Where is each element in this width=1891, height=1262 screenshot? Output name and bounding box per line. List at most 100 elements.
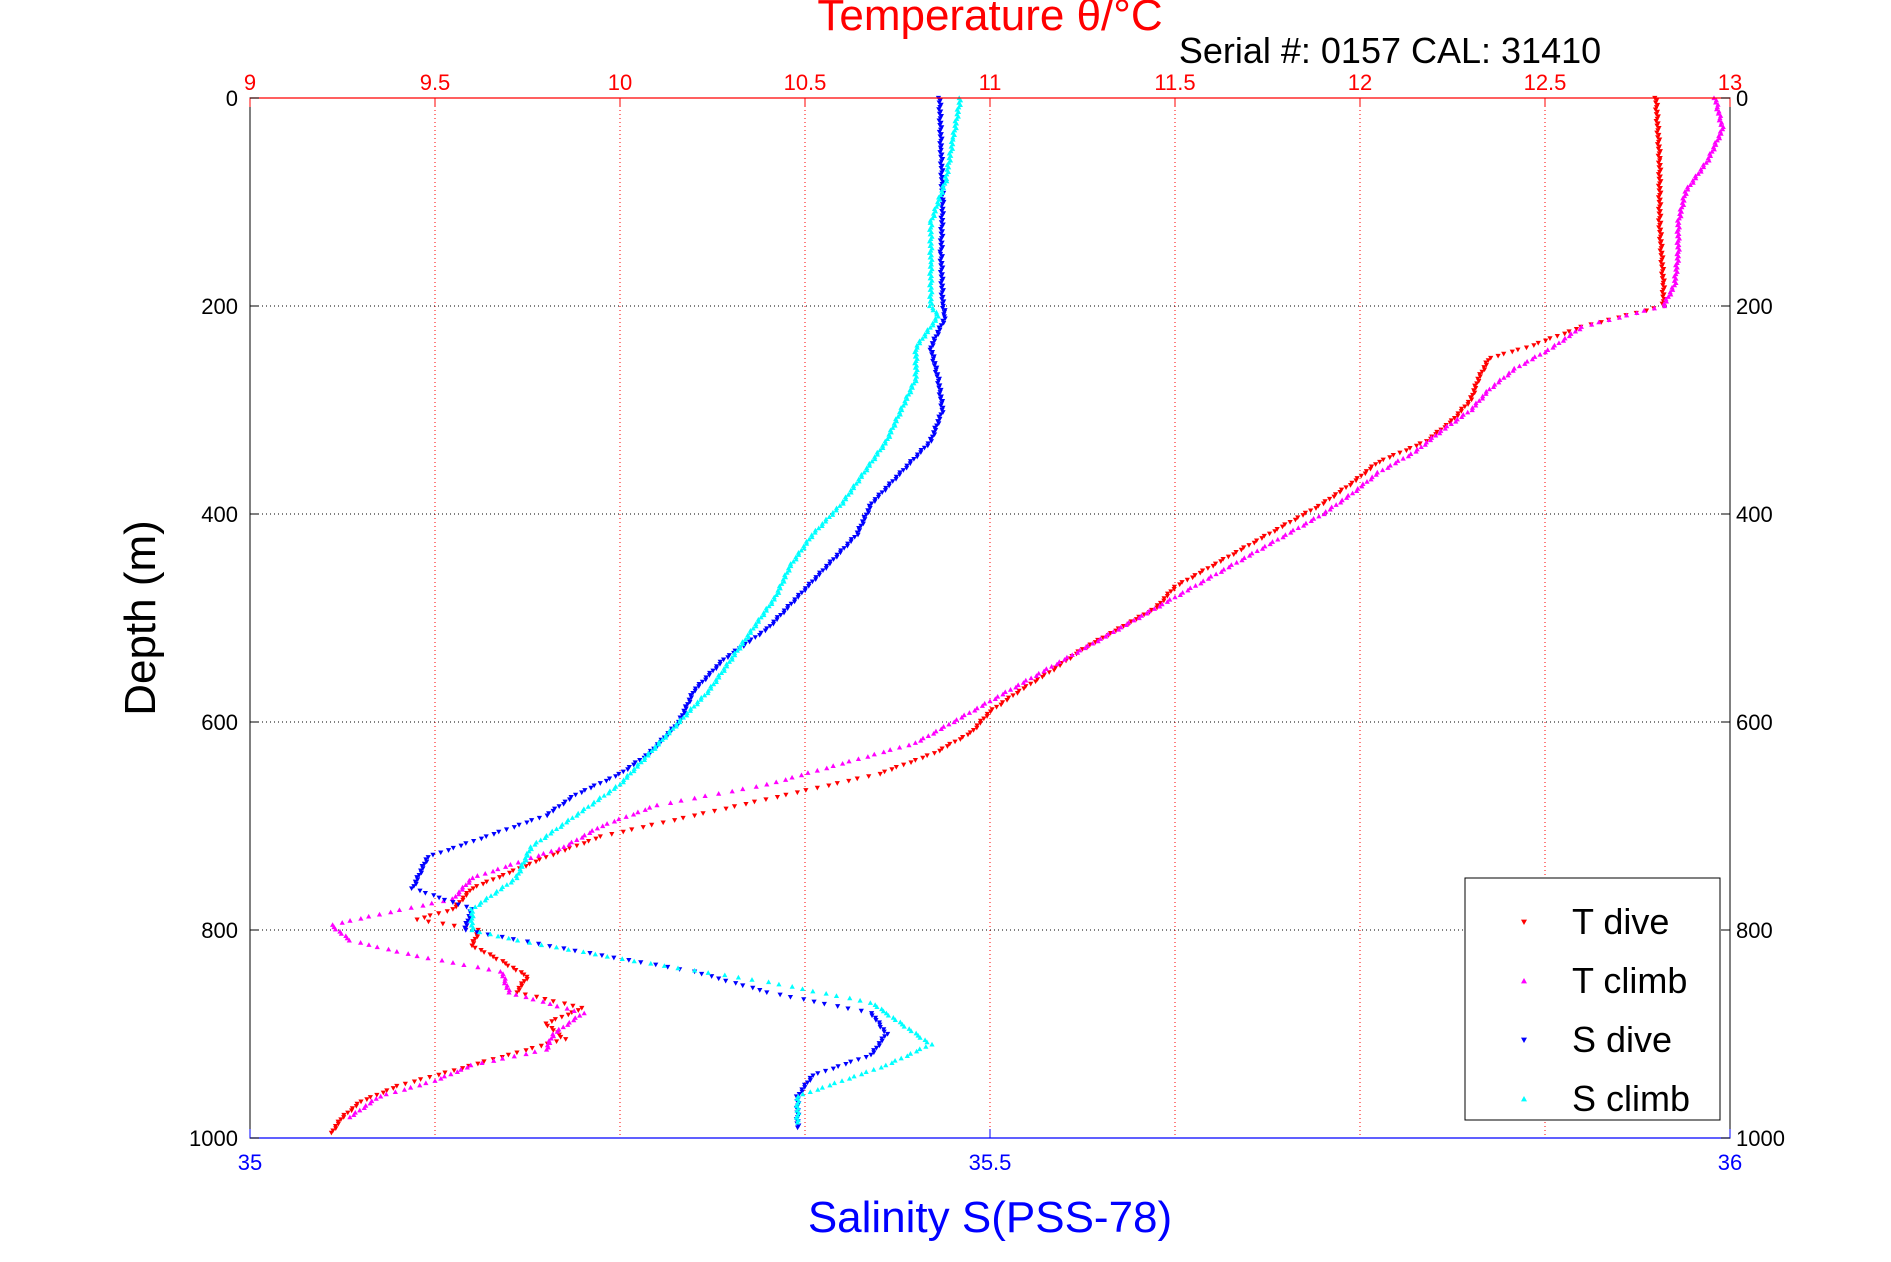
data-point — [1715, 111, 1721, 116]
data-point — [581, 1010, 587, 1016]
data-point — [924, 327, 931, 332]
data-point — [863, 1055, 869, 1060]
data-point — [401, 1087, 408, 1092]
chart-title: Temperature θ/°C — [817, 0, 1162, 40]
data-point — [383, 1091, 389, 1097]
data-point — [624, 775, 630, 780]
data-point — [677, 719, 683, 725]
data-point — [561, 801, 567, 807]
data-point — [1459, 414, 1465, 420]
legend-box — [1464, 877, 1721, 1121]
data-point — [809, 579, 815, 585]
data-point — [1337, 489, 1343, 495]
data-point — [357, 1107, 363, 1113]
data-point — [758, 614, 764, 620]
data-point — [1380, 457, 1386, 463]
data-point — [1711, 146, 1717, 152]
data-point — [1014, 691, 1021, 696]
data-point — [907, 461, 913, 467]
data-point — [1353, 478, 1359, 484]
data-point — [1448, 421, 1454, 426]
data-point — [645, 750, 651, 756]
data-point — [864, 465, 870, 471]
data-point — [1698, 168, 1704, 174]
data-point — [1547, 336, 1553, 341]
data-point — [469, 943, 475, 949]
data-point — [376, 911, 383, 917]
data-point — [774, 617, 780, 623]
depth-tick-label-left: 600 — [201, 710, 238, 735]
data-point — [1241, 555, 1247, 560]
data-point — [1069, 652, 1075, 658]
data-point — [895, 414, 901, 419]
data-point — [449, 896, 455, 901]
data-point — [654, 802, 660, 808]
data-point — [984, 714, 990, 719]
data-point — [1486, 386, 1493, 392]
data-point — [627, 770, 634, 776]
data-point — [402, 1081, 408, 1087]
data-point — [806, 536, 812, 542]
data-point — [629, 827, 635, 833]
data-markers — [328, 95, 1726, 1136]
data-point — [932, 316, 939, 321]
data-point — [673, 723, 679, 729]
data-point — [799, 986, 806, 992]
data-point — [856, 476, 862, 482]
data-point — [1714, 137, 1720, 143]
data-point — [1515, 347, 1521, 353]
data-point — [1368, 476, 1374, 482]
data-point — [540, 850, 547, 856]
data-point — [409, 886, 415, 891]
data-point — [748, 630, 754, 635]
legend: T dive T climb S dive S climb — [1464, 877, 1721, 1121]
data-point — [764, 781, 770, 787]
data-point — [872, 499, 878, 504]
data-point — [795, 1125, 801, 1131]
data-point — [1041, 668, 1047, 674]
data-point — [620, 829, 626, 835]
data-point — [624, 772, 630, 778]
data-point — [1709, 148, 1715, 154]
data-point — [950, 134, 956, 140]
data-point — [1287, 520, 1293, 525]
data-point — [450, 960, 456, 965]
data-point — [923, 1044, 929, 1049]
data-point — [692, 795, 698, 801]
data-point — [1437, 430, 1443, 436]
data-point — [889, 767, 895, 772]
data-point — [953, 717, 960, 722]
data-point — [523, 1051, 529, 1057]
data-point — [932, 208, 939, 214]
data-point — [1316, 513, 1322, 519]
data-point — [757, 988, 763, 993]
legend-marker-t_dive — [1521, 919, 1527, 925]
data-point — [548, 848, 554, 854]
data-point — [1303, 520, 1309, 526]
data-point — [344, 935, 350, 941]
data-point — [732, 652, 738, 658]
data-point — [740, 641, 746, 647]
data-point — [1254, 548, 1260, 554]
data-point — [565, 947, 572, 952]
data-point — [1164, 593, 1170, 599]
data-point — [364, 1097, 370, 1102]
data-point — [1665, 294, 1671, 299]
data-point — [827, 1082, 833, 1088]
data-point — [448, 1071, 454, 1077]
data-point — [500, 973, 506, 979]
data-point — [1433, 432, 1439, 438]
data-point — [1413, 449, 1419, 454]
data-point — [540, 999, 546, 1004]
data-point — [803, 538, 810, 544]
legend-label-t-dive: T dive — [1572, 901, 1669, 942]
data-point — [665, 964, 671, 970]
data-point — [766, 979, 772, 985]
data-point — [900, 468, 906, 473]
data-point — [638, 960, 644, 965]
data-point — [486, 966, 492, 972]
data-point — [721, 665, 727, 671]
data-point — [854, 776, 860, 782]
data-point — [798, 547, 804, 553]
data-point — [739, 639, 746, 644]
